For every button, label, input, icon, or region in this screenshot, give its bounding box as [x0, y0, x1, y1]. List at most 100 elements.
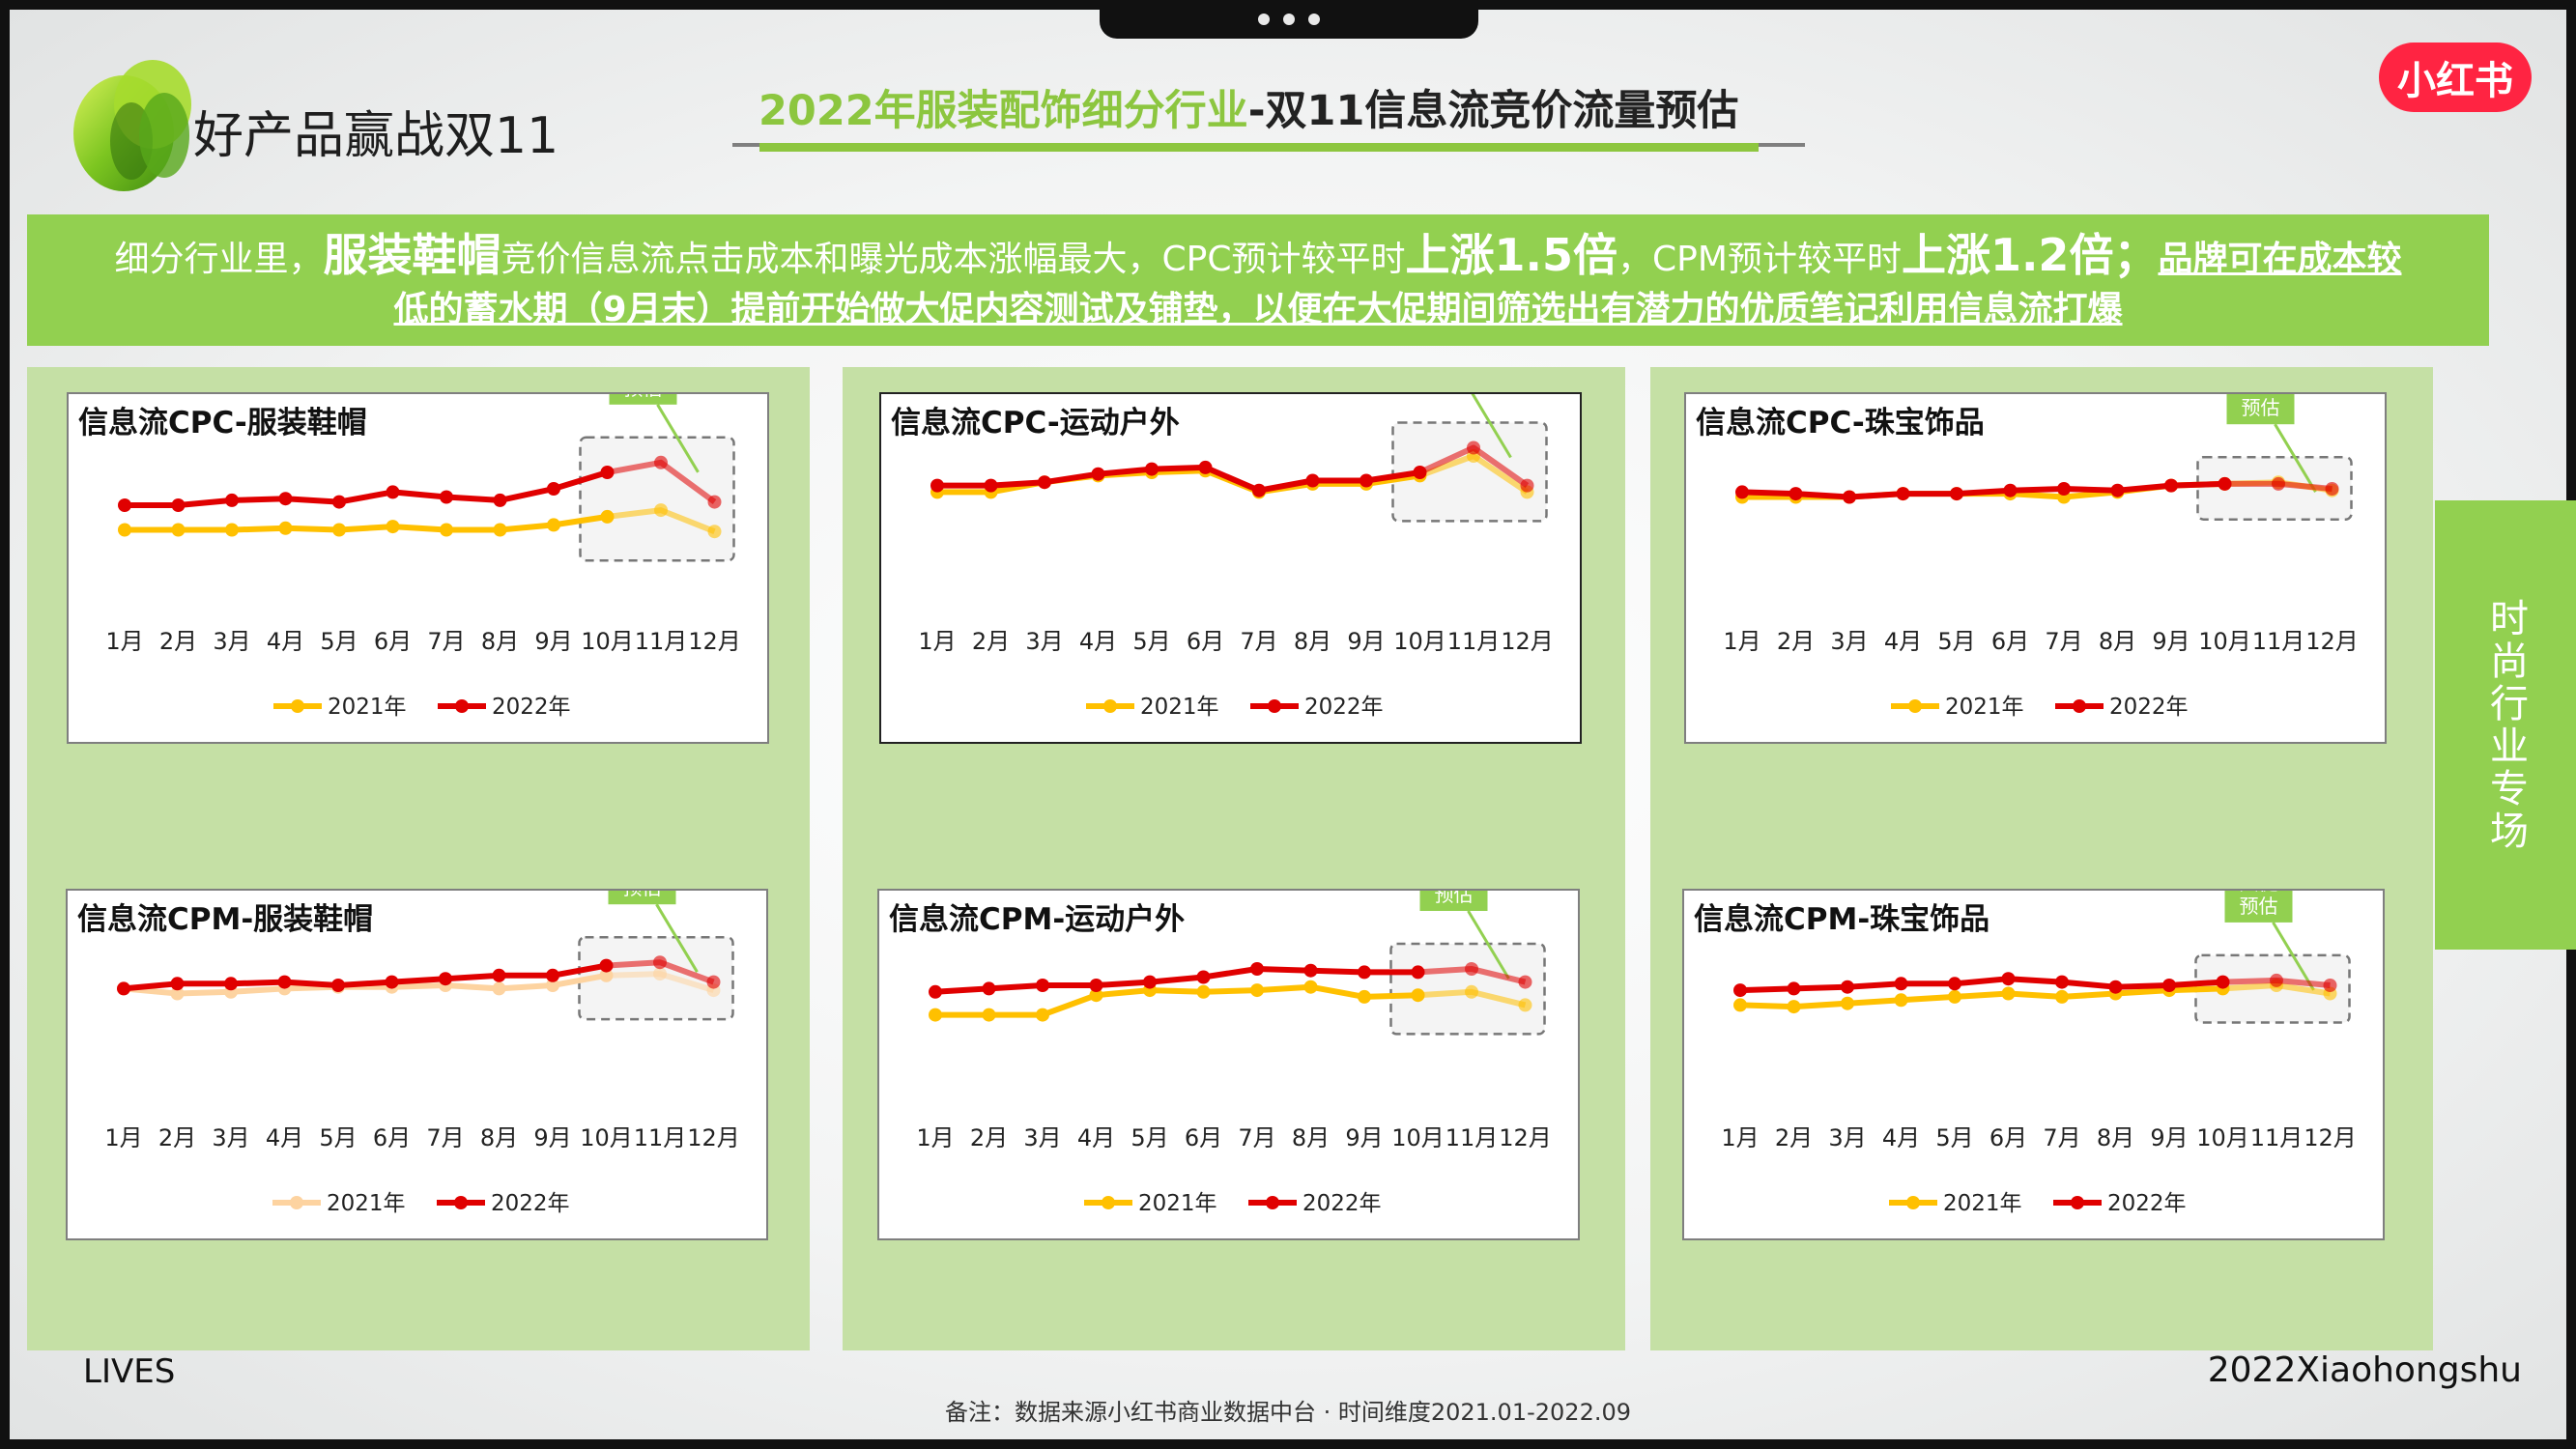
data-point	[1303, 980, 1318, 994]
data-point	[1091, 467, 1105, 481]
xiaohongshu-logo: 小红书	[2379, 43, 2532, 112]
data-point	[2164, 478, 2178, 493]
x-tick-label: 12月	[2305, 628, 2359, 655]
chart-panel: 信息流CPM-珠宝饰品 大促预估 1月 2月 3月 4月 5月 6月 7月 8月 9月 10月11月1…	[1682, 889, 2385, 1240]
legend-marker	[1102, 1196, 1115, 1209]
legend-marker	[1266, 1196, 1279, 1209]
chart-panel: 信息流CPC-服装鞋帽大促预估1月2月3月4月5月6月7月8月9月10月11月1…	[67, 392, 769, 744]
x-tick-label: 1月	[916, 1124, 954, 1151]
data-point	[2216, 975, 2230, 989]
series-line-2021年	[935, 983, 1418, 1018]
x-tick-label: 6月	[1185, 1124, 1222, 1151]
data-point	[706, 975, 721, 989]
data-point	[1411, 988, 1425, 1003]
data-point	[2272, 476, 2285, 491]
x-tick-label: 7月	[426, 1124, 464, 1151]
chart-svg: 信息流CPM-珠宝饰品 大促预估 1月 2月 3月 4月 5月 6月 7月 8月 9月 10月11月1…	[1694, 891, 2357, 1216]
annotation-label: 预估	[2240, 895, 2278, 918]
side-tab[interactable]: 时尚行业专场	[2435, 500, 2576, 950]
data-point	[225, 493, 239, 507]
x-tick-label: 8月	[1292, 1124, 1330, 1151]
data-point	[493, 493, 507, 507]
x-tick-label: 1月	[1721, 1124, 1759, 1151]
data-point	[982, 1008, 996, 1022]
legend-marker	[454, 1196, 468, 1209]
x-tick-label: 8月	[2099, 628, 2136, 655]
notch-dot	[1283, 14, 1295, 25]
x-tick-label: 6月	[1989, 1124, 2027, 1151]
data-point	[1787, 1000, 1801, 1014]
title-underline-accent	[759, 143, 1759, 152]
x-tick-label: 10月	[2196, 1124, 2249, 1151]
legend-label: 2021年	[1138, 1191, 1217, 1216]
x-tick-label: 8月	[480, 1124, 518, 1151]
data-point	[547, 518, 560, 532]
data-point	[1948, 977, 1961, 991]
x-tick-label: 2月	[158, 1124, 196, 1151]
annotation-label: 大促	[2242, 394, 2280, 396]
legend-marker	[2073, 699, 2086, 713]
legend-label: 2021年	[328, 695, 407, 720]
x-tick-label: 3月	[1023, 1124, 1061, 1151]
data-point	[1250, 983, 1264, 998]
legend-label: 2021年	[327, 1191, 406, 1216]
x-tick-label: 10月	[2198, 628, 2251, 655]
legend-marker	[1906, 1196, 1920, 1209]
data-point	[2057, 482, 2071, 496]
data-point	[493, 523, 507, 537]
annotation-label: 大促	[2240, 891, 2278, 895]
data-point	[2001, 986, 2016, 1001]
chart-panel: 信息流CPM-运动户外大促预估1月2月3月4月5月6月7月8月9月10月11月1…	[877, 889, 1580, 1240]
x-tick-label: 1月	[105, 628, 143, 655]
data-point	[1950, 487, 1963, 501]
x-tick-label: 5月	[1937, 628, 1975, 655]
legend-marker	[290, 1196, 303, 1209]
data-point	[2055, 975, 2069, 989]
data-point	[1036, 979, 1049, 992]
series-line-2022年	[125, 469, 609, 508]
data-point	[930, 478, 944, 493]
data-point	[1305, 473, 1320, 488]
chart-svg: 信息流CPC-运动户外大促预估1月2月3月4月5月6月7月8月9月10月11月1…	[891, 394, 1554, 720]
notch-dot	[1308, 14, 1320, 25]
x-tick-label: 11月	[1445, 1124, 1499, 1151]
data-point	[1143, 975, 1157, 989]
data-point	[278, 521, 293, 535]
x-tick-label: 4月	[266, 1124, 303, 1151]
x-tick-label: 11月	[634, 1124, 687, 1151]
data-point	[1733, 998, 1747, 1012]
chart-title: 信息流CPC-服装鞋帽	[78, 406, 367, 440]
banner-emphasis: 服装鞋帽	[323, 229, 501, 281]
x-tick-label: 9月	[534, 628, 572, 655]
data-point	[2108, 980, 2123, 994]
x-tick-label: 4月	[1884, 628, 1922, 655]
data-point	[1518, 998, 1532, 1012]
x-tick-label: 9月	[2150, 1124, 2188, 1151]
legend-marker	[1268, 699, 1281, 713]
data-point	[1303, 963, 1318, 978]
x-tick-label: 6月	[374, 628, 412, 655]
data-point	[1518, 975, 1532, 989]
x-tick-label: 11月	[2252, 628, 2305, 655]
series-line-2021年	[937, 468, 1420, 496]
data-point	[1252, 483, 1266, 497]
x-tick-label: 2月	[1777, 628, 1815, 655]
series-line-2021年	[125, 513, 608, 533]
legend-label: 2022年	[2109, 695, 2189, 720]
legend-label: 2021年	[1140, 695, 1219, 720]
data-point	[2323, 979, 2337, 992]
page-title: 2022年服装配饰细分行业-双11信息流竞价流量预估	[758, 77, 1738, 137]
chart-svg: 信息流CPC-服装鞋帽大促预估1月2月3月4月5月6月7月8月9月10月11月1…	[78, 394, 741, 720]
x-tick-label: 11月	[635, 628, 688, 655]
data-point	[707, 495, 722, 509]
legend-marker	[1908, 699, 1922, 713]
data-point	[439, 972, 452, 986]
chart-svg: 信息流CPM-服装鞋帽大促预估1月2月3月4月5月6月7月8月9月10月11月1…	[77, 891, 740, 1216]
data-point	[599, 968, 614, 982]
data-point	[1358, 965, 1371, 980]
chart-panel: 信息流CPM-服装鞋帽大促预估1月2月3月4月5月6月7月8月9月10月11月1…	[66, 889, 768, 1240]
x-tick-label: 3月	[213, 628, 250, 655]
window-notch	[1100, 0, 1478, 39]
data-point	[171, 498, 186, 512]
footer-right: 2022Xiaohongshu	[2207, 1350, 2522, 1390]
